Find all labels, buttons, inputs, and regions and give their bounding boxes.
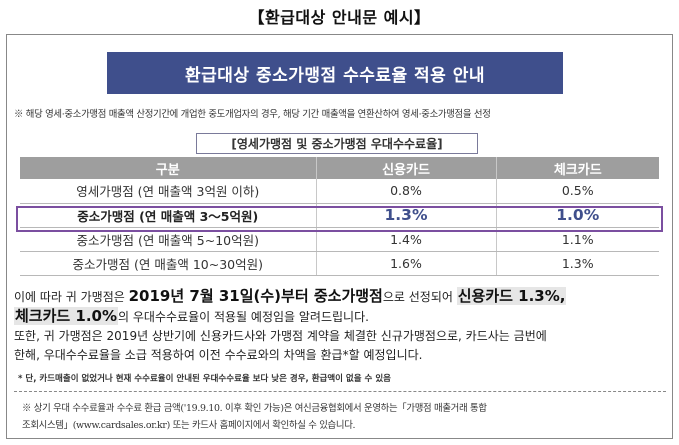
bottom-footnote-line-2: 조회시스템」(www.cardsales.or.kr) 또는 카드사 홈페이지에… [22, 420, 356, 431]
body-line-4: 한해, 우대수수료율을 소급 적용하여 이전 수수료와의 차액을 환급*할 예정… [14, 348, 423, 362]
dashed-divider [14, 391, 666, 392]
refund-footnote: * 단, 카드매출이 없었거나 현재 수수료율이 안내된 우대수수료율 보다 낮… [18, 374, 391, 384]
check-rate-highlight: 체크카드 1.0% [14, 307, 119, 325]
rate-table: 구분 신용카드 체크카드 영세가맹점 (연 매출액 3억원 이하) 0.8% 0… [20, 157, 659, 276]
rate-table-header: 구분 신용카드 체크카드 [20, 157, 659, 179]
row-credit-rate: 1.6% [316, 251, 497, 276]
body-line-2: 체크카드 1.0%의 우대수수료율이 적용될 예정임을 알려드립니다. [14, 307, 666, 327]
header-credit-card: 신용카드 [316, 157, 497, 179]
body-text-span: 으로 선정되어 [382, 290, 457, 304]
page-title: 【환급대상 안내문 예시】 [248, 8, 431, 27]
row-check-rate: 1.3% [496, 251, 659, 276]
row-category: 영세가맹점 (연 매출액 3억원 이하) [20, 179, 317, 204]
table-row: 영세가맹점 (연 매출액 3억원 이하) 0.8% 0.5% [20, 179, 659, 204]
notice-line: ※ 해당 영세·중소가맹점 매출액 산정기간에 개업한 중도개업자의 경우, 해… [14, 109, 491, 120]
row-highlight-box [16, 206, 663, 232]
row-credit-rate: 0.8% [316, 179, 497, 204]
credit-rate-highlight: 신용카드 1.3%, [456, 287, 567, 305]
body-text-span: 의 우대수수료율이 적용될 예정임을 알려드립니다. [118, 310, 369, 324]
notice-frame [6, 34, 673, 439]
rate-section-title: [영세가맹점 및 중소가맹점 우대수수료율] [196, 133, 478, 154]
body-text-span: 이에 따라 귀 가맹점은 [14, 290, 129, 304]
header-check-card: 체크카드 [496, 157, 659, 179]
table-row: 중소가맹점 (연 매출액 10~30억원) 1.6% 1.3% [20, 251, 659, 276]
body-paragraph: 이에 따라 귀 가맹점은 2019년 7월 31일(수)부터 중소가맹점으로 선… [14, 287, 666, 365]
bottom-footnote: ※ 상기 우대 수수료율과 수수료 환급 금액('19.9.10. 이후 확인 … [22, 400, 662, 434]
row-check-rate: 0.5% [496, 179, 659, 204]
header-category: 구분 [20, 157, 317, 179]
row-category: 중소가맹점 (연 매출액 10~30억원) [20, 251, 317, 276]
body-line-3: 또한, 귀 가맹점은 2019년 상반기에 신용카드사와 가맹점 계약을 체결한… [14, 329, 547, 343]
banner-title: 환급대상 중소가맹점 수수료율 적용 안내 [107, 52, 563, 94]
body-line-1: 이에 따라 귀 가맹점은 2019년 7월 31일(수)부터 중소가맹점으로 선… [14, 287, 666, 307]
bottom-footnote-line-1: ※ 상기 우대 수수료율과 수수료 환급 금액('19.9.10. 이후 확인 … [22, 403, 487, 414]
effective-date-text: 2019년 7월 31일(수)부터 중소가맹점 [128, 287, 383, 305]
